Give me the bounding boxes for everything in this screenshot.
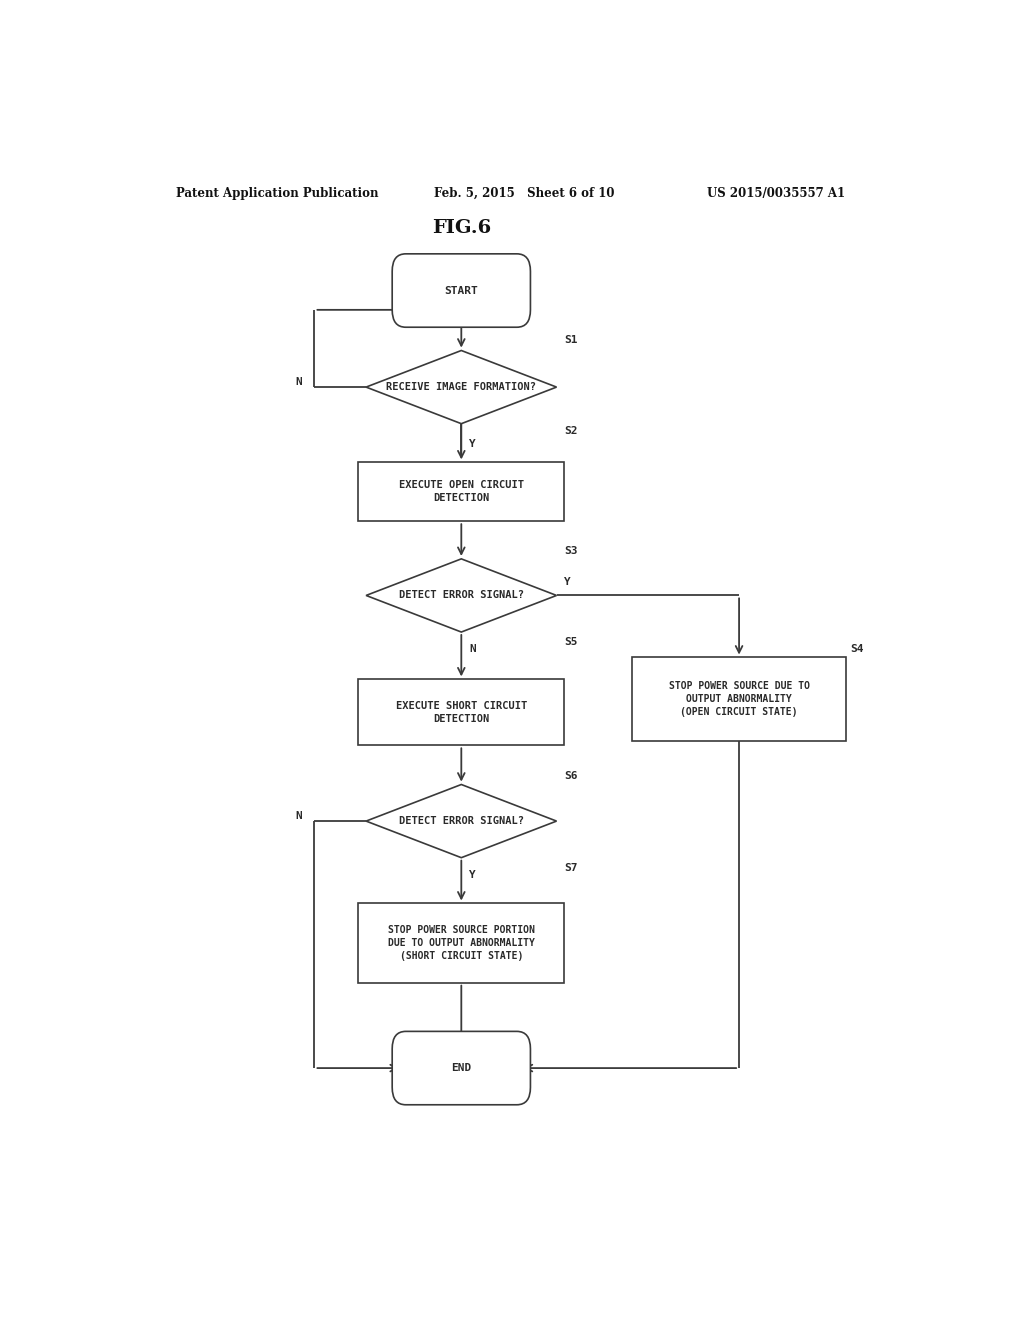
Text: N: N — [296, 378, 303, 387]
Bar — [632, 657, 846, 741]
Text: US 2015/0035557 A1: US 2015/0035557 A1 — [708, 187, 846, 199]
Text: S1: S1 — [564, 335, 578, 346]
Text: Feb. 5, 2015   Sheet 6 of 10: Feb. 5, 2015 Sheet 6 of 10 — [433, 187, 614, 199]
Bar — [358, 462, 564, 521]
Text: DETECT ERROR SIGNAL?: DETECT ERROR SIGNAL? — [398, 590, 524, 601]
Text: S7: S7 — [564, 863, 578, 873]
Text: N: N — [296, 810, 303, 821]
Text: EXECUTE SHORT CIRCUIT
DETECTION: EXECUTE SHORT CIRCUIT DETECTION — [395, 701, 527, 723]
Text: FIG.6: FIG.6 — [432, 219, 490, 238]
Text: S2: S2 — [564, 426, 578, 436]
Bar — [358, 680, 564, 746]
Text: RECEIVE IMAGE FORMATION?: RECEIVE IMAGE FORMATION? — [386, 381, 537, 392]
Text: Y: Y — [469, 440, 476, 449]
Text: S5: S5 — [564, 638, 578, 647]
Text: Patent Application Publication: Patent Application Publication — [176, 187, 378, 199]
FancyBboxPatch shape — [392, 1031, 530, 1105]
Text: S4: S4 — [850, 644, 863, 655]
Text: S6: S6 — [564, 771, 578, 781]
Polygon shape — [367, 351, 557, 424]
Polygon shape — [367, 558, 557, 632]
Text: STOP POWER SOURCE PORTION
DUE TO OUTPUT ABNORMALITY
(SHORT CIRCUIT STATE): STOP POWER SOURCE PORTION DUE TO OUTPUT … — [388, 925, 535, 961]
FancyBboxPatch shape — [392, 253, 530, 327]
Text: START: START — [444, 285, 478, 296]
Text: STOP POWER SOURCE DUE TO
OUTPUT ABNORMALITY
(OPEN CIRCUIT STATE): STOP POWER SOURCE DUE TO OUTPUT ABNORMAL… — [669, 681, 810, 717]
Text: Y: Y — [564, 577, 571, 587]
Text: DETECT ERROR SIGNAL?: DETECT ERROR SIGNAL? — [398, 816, 524, 826]
Text: N: N — [469, 644, 476, 655]
Text: S3: S3 — [564, 545, 578, 556]
Text: EXECUTE OPEN CIRCUIT
DETECTION: EXECUTE OPEN CIRCUIT DETECTION — [398, 480, 524, 503]
Bar — [358, 903, 564, 982]
Polygon shape — [367, 784, 557, 858]
Text: END: END — [452, 1063, 471, 1073]
Text: Y: Y — [469, 870, 476, 880]
